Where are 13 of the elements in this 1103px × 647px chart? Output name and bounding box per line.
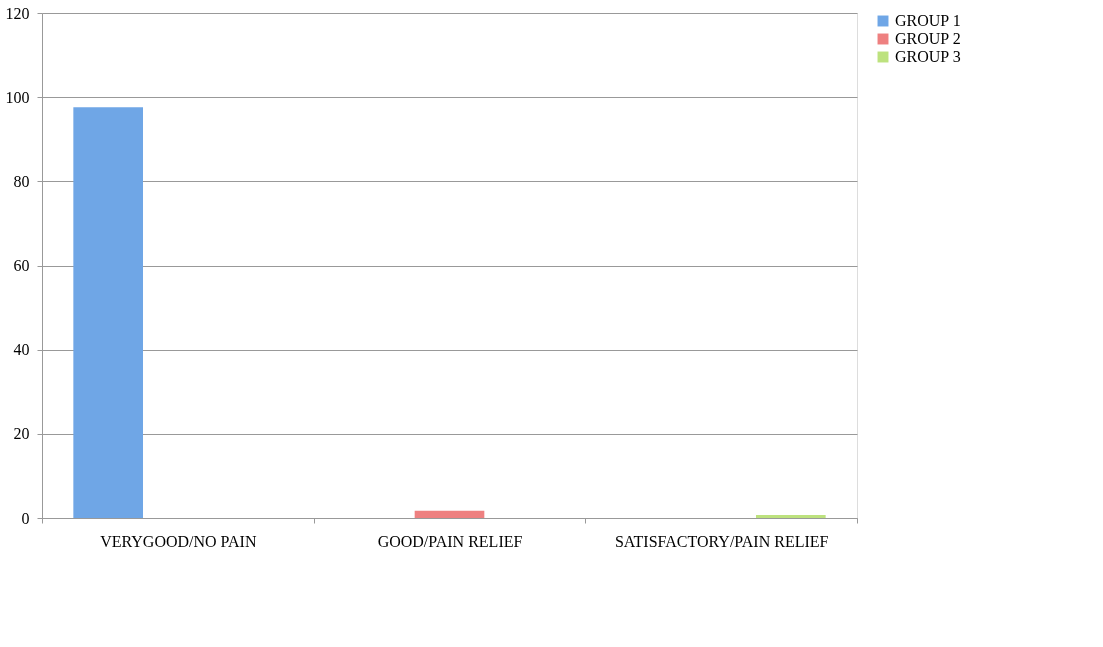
y-tick-label: 100: [5, 88, 30, 106]
x-tick-label: SATISFACTORY/PAIN RELIEF: [614, 532, 829, 550]
y-tick-label: 20: [13, 425, 30, 443]
x-tick-label: VERYGOOD/NO PAIN: [100, 532, 257, 550]
y-tick-label: 0: [21, 509, 30, 527]
y-tick-label: 120: [5, 4, 30, 22]
legend-label: GROUP 3: [895, 48, 961, 65]
y-tick-label: 60: [13, 257, 30, 274]
x-tick-label: GOOD/PAIN RELIEF: [377, 532, 523, 550]
y-tick-label: 80: [13, 172, 30, 190]
legend-label: GROUP 1: [895, 12, 961, 29]
y-tick-label: 40: [13, 341, 30, 359]
legend-label: GROUP 2: [895, 30, 961, 47]
